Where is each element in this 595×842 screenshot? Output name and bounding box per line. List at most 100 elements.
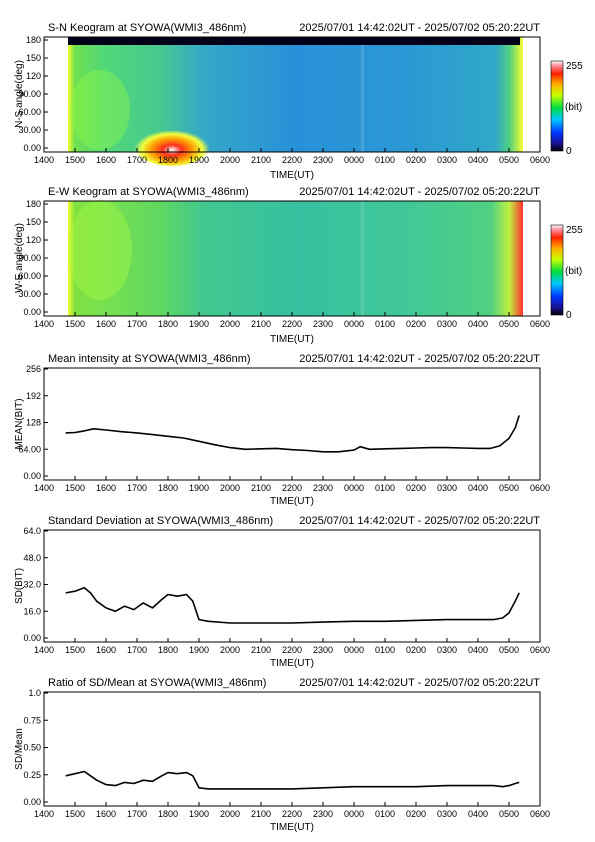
line-charts: Mean intensity at SYOWA(WMI3_486nm) 2025/… (14, 353, 550, 833)
ratio-chart-ylabel: SD/Mean (14, 728, 25, 770)
mean-chart-xtick-label: 0400 (468, 483, 488, 493)
sd-chart-xlabel: TIME(UT) (270, 658, 314, 669)
ratio-chart-xtick-label: 1900 (189, 809, 209, 819)
sd-chart-xtick-label: 0000 (344, 645, 364, 655)
sn-keogram-title: S-N Keogram at SYOWA(WMI3_486nm) (48, 22, 246, 34)
ew-colorbar-max: 255 (566, 225, 583, 236)
ew-colorbar-min: 0 (566, 310, 572, 321)
sd-chart-xtick-label: 0500 (499, 645, 519, 655)
sn-keogram-ytick-label: 180 (26, 35, 41, 45)
ew-colorbar (550, 224, 564, 316)
sn-keogram-image (68, 37, 523, 152)
mean-chart-xtick-label: 0200 (406, 483, 426, 493)
mean-chart-frame (43, 367, 541, 481)
ew-keogram-xtick-label: 0600 (530, 319, 550, 329)
ratio-chart-series-line (65, 770, 520, 790)
sd-chart-xtick-label: 1600 (96, 645, 116, 655)
ratio-chart-ytick-label: 1.0 (28, 688, 41, 698)
ew-keogram-xtick-label: 2100 (251, 319, 271, 329)
ew-keogram-xtick-label: 1800 (158, 319, 178, 329)
sd-chart-xtick-label: 1900 (189, 645, 209, 655)
sn-keogram-ytick-label: 30.00 (18, 125, 41, 135)
sn-keogram-time-range: 2025/07/01 14:42:02UT - 2025/07/02 05:20… (299, 22, 540, 34)
sn-colorbar-max: 255 (566, 61, 583, 72)
ew-keogram-yaxis: 0.00 30.00 60.00 90.00 120 150 180 (18, 199, 48, 317)
ew-keogram-time-range: 2025/07/01 14:42:02UT - 2025/07/02 05:20… (299, 186, 540, 198)
ratio-chart-xtick-label: 2100 (251, 809, 271, 819)
sd-chart-xtick-label: 1500 (65, 645, 85, 655)
ew-keogram-panel: E-W Keogram at SYOWA(WMI3_486nm) 2025/07… (14, 186, 583, 345)
sn-colorbar-min: 0 (566, 146, 572, 157)
sd-chart-xtick-label: 2300 (313, 645, 333, 655)
mean-chart-ytick-label: 192 (26, 391, 41, 401)
ratio-chart-xtick-label: 1600 (96, 809, 116, 819)
mean-chart-xtick-label: 2300 (313, 483, 333, 493)
sn-keogram-xtick-label: 2200 (282, 155, 302, 165)
mean-chart-ytick-label: 256 (26, 364, 41, 374)
sn-keogram-xtick-label: 0400 (468, 155, 488, 165)
mean-chart-ytick-label: 128 (26, 418, 41, 428)
sd-chart-xtick-label: 1400 (34, 645, 54, 655)
mean-chart-title: Mean intensity at SYOWA(WMI3_486nm) (48, 353, 251, 365)
ew-keogram-xtick-label: 0000 (344, 319, 364, 329)
ew-keogram-xtick-label: 1500 (65, 319, 85, 329)
ew-keogram-xtick-label: 2300 (313, 319, 333, 329)
mean-chart-xtick-label: 1600 (96, 483, 116, 493)
sd-chart-ytick-label: 32.0 (23, 580, 41, 590)
ratio-chart-xtick-label: 0000 (344, 809, 364, 819)
sn-keogram-ytick-label: 120 (26, 71, 41, 81)
ratio-chart-xtick-label: 0400 (468, 809, 488, 819)
ew-keogram-ylabel: W-E angle(deg) (14, 223, 25, 293)
sn-keogram-xtick-label: 1800 (158, 155, 178, 165)
ratio-chart-xtick-label: 2000 (220, 809, 240, 819)
ratio-chart-xtick-label: 2300 (313, 809, 333, 819)
mean-chart-xtick-label: 0000 (344, 483, 364, 493)
ew-keogram-xtick-label: 1400 (34, 319, 54, 329)
ew-keogram-ytick-label: 0.00 (23, 307, 41, 317)
ew-keogram-xtick-label: 0100 (375, 319, 395, 329)
sn-keogram-xtick-label: 0100 (375, 155, 395, 165)
sn-keogram-top-band (68, 37, 520, 45)
sn-keogram-xtick-label: 2000 (220, 155, 240, 165)
sn-keogram-xtick-label: 0200 (406, 155, 426, 165)
ratio-chart-ytick-label: 0.00 (23, 797, 41, 807)
sd-chart-xtick-label: 2200 (282, 645, 302, 655)
ew-keogram-ytick-label: 120 (26, 235, 41, 245)
sn-keogram-ytick-label: 150 (26, 53, 41, 63)
ew-keogram-xtick-label: 1600 (96, 319, 116, 329)
mean-chart-xtick-label: 1700 (127, 483, 147, 493)
sd-chart-frame (43, 529, 541, 643)
ratio-chart-xtick-label: 1500 (65, 809, 85, 819)
ew-keogram-ytick-label: 180 (26, 199, 41, 209)
sd-chart-xtick-label: 2000 (220, 645, 240, 655)
ew-keogram-xtick-label: 0500 (499, 319, 519, 329)
ew-keogram-xtick-label: 0200 (406, 319, 426, 329)
sn-keogram-streak (360, 45, 365, 152)
sd-chart-ytick-label: 64.0 (23, 526, 41, 536)
ew-keogram-xaxis: 1400 1500 1600 1700 1800 1900 2000 2100 2200 2300… (34, 312, 550, 329)
ew-keogram-bright-region (68, 200, 132, 300)
sd-chart-ytick-label: 0.00 (23, 633, 41, 643)
mean-chart-xtick-label: 2000 (220, 483, 240, 493)
sd-chart-xtick-label: 0600 (530, 645, 550, 655)
sn-keogram-xtick-label: 1900 (189, 155, 209, 165)
sn-keogram-ylabel: N-S angle(deg) (14, 60, 25, 128)
ratio-chart-ytick-label: 0.50 (23, 743, 41, 753)
sn-colorbar (550, 60, 564, 152)
mean-chart-xlabel: TIME(UT) (270, 496, 314, 507)
sd-chart: Standard Deviation at SYOWA(WMI3_486nm) 2… (14, 515, 550, 669)
ew-keogram-xtick-label: 0400 (468, 319, 488, 329)
ratio-chart-xlabel: TIME(UT) (270, 822, 314, 833)
ew-keogram-xtick-label: 1700 (127, 319, 147, 329)
sn-keogram-xtick-label: 0500 (499, 155, 519, 165)
mean-chart-series-line (65, 415, 520, 453)
sd-chart-xtick-label: 0200 (406, 645, 426, 655)
ew-keogram-streak (360, 201, 365, 316)
ratio-chart-xtick-label: 0600 (530, 809, 550, 819)
ew-keogram-ytick-label: 30.00 (18, 289, 41, 299)
sn-keogram-ytick-label: 90.00 (18, 89, 41, 99)
ew-keogram-xtick-label: 1900 (189, 319, 209, 329)
sd-chart-xtick-label: 2100 (251, 645, 271, 655)
ew-keogram-ytick-label: 90.00 (18, 253, 41, 263)
